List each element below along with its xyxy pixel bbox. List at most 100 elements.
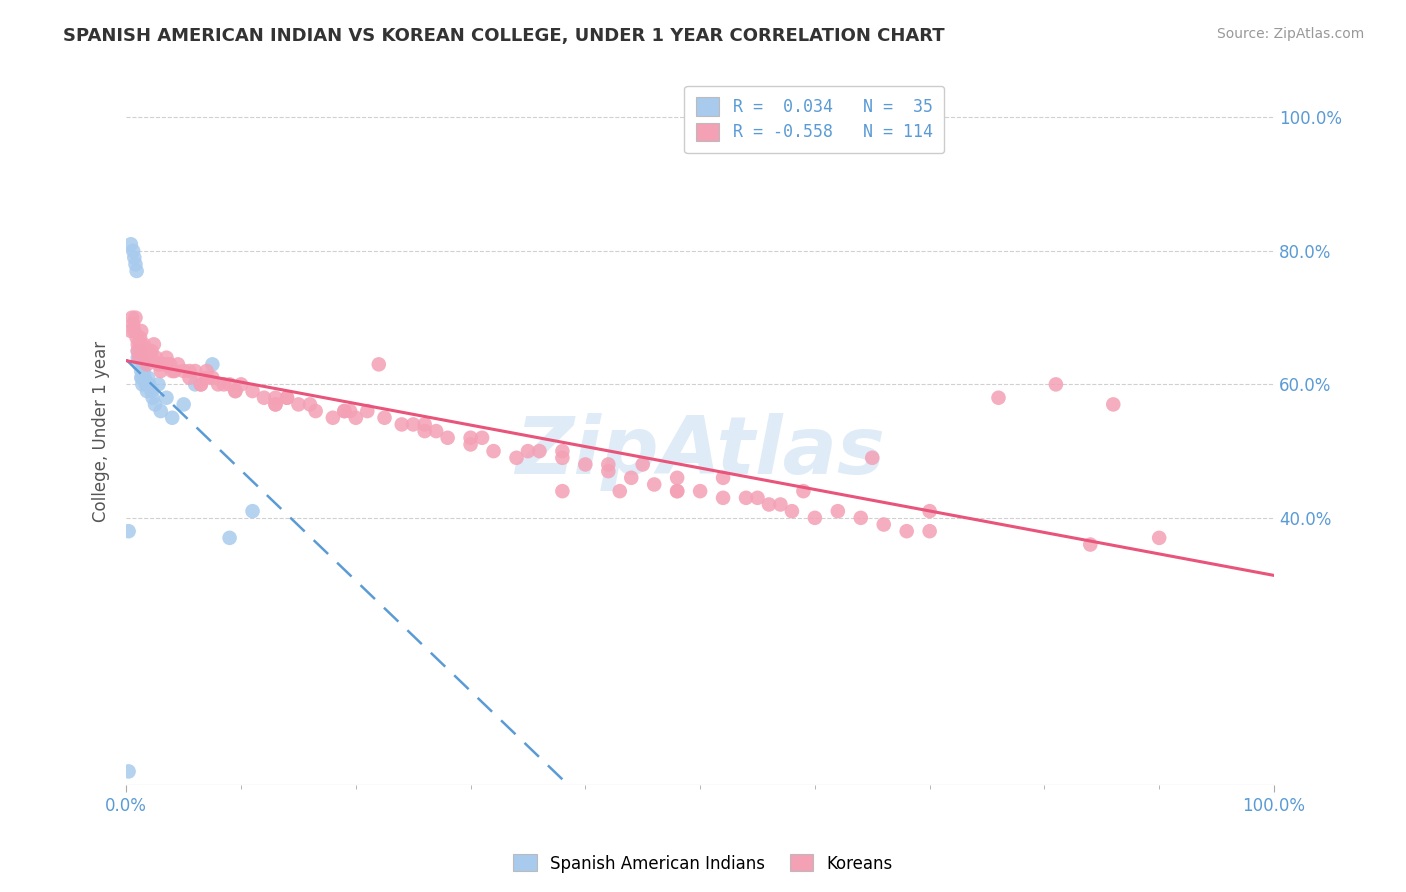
Point bbox=[918, 524, 941, 539]
Point bbox=[129, 351, 152, 365]
Point bbox=[124, 324, 146, 338]
Point bbox=[471, 431, 494, 445]
Point bbox=[143, 397, 166, 411]
Point bbox=[517, 444, 540, 458]
Point bbox=[620, 471, 643, 485]
Point bbox=[413, 424, 436, 438]
Point bbox=[574, 458, 596, 472]
Point bbox=[148, 377, 170, 392]
Point bbox=[155, 351, 177, 365]
Point bbox=[218, 531, 240, 545]
Point bbox=[135, 377, 157, 392]
Point bbox=[131, 377, 153, 392]
Point bbox=[134, 344, 156, 359]
Point bbox=[391, 417, 413, 432]
Point bbox=[264, 391, 287, 405]
Point bbox=[128, 351, 150, 365]
Point bbox=[224, 384, 246, 398]
Point bbox=[129, 337, 152, 351]
Point bbox=[132, 364, 155, 378]
Point bbox=[190, 377, 212, 392]
Point bbox=[167, 357, 190, 371]
Point bbox=[129, 364, 152, 378]
Point bbox=[136, 344, 159, 359]
Point bbox=[482, 444, 505, 458]
Point bbox=[141, 351, 163, 365]
Point bbox=[460, 437, 482, 451]
Point bbox=[367, 357, 389, 371]
Point bbox=[425, 424, 447, 438]
Point bbox=[402, 417, 425, 432]
Point bbox=[163, 364, 186, 378]
Point bbox=[138, 351, 160, 365]
Point bbox=[987, 391, 1010, 405]
Point bbox=[551, 484, 574, 499]
Point bbox=[173, 397, 195, 411]
Point bbox=[201, 370, 224, 384]
Point bbox=[1102, 397, 1125, 411]
Point bbox=[201, 357, 224, 371]
Point bbox=[195, 370, 218, 384]
Point bbox=[666, 484, 689, 499]
Y-axis label: College, Under 1 year: College, Under 1 year bbox=[93, 341, 110, 522]
Point bbox=[160, 364, 183, 378]
Point bbox=[598, 458, 620, 472]
Text: ZipAtlas: ZipAtlas bbox=[515, 413, 884, 491]
Point bbox=[149, 404, 172, 418]
Point bbox=[436, 431, 458, 445]
Point bbox=[276, 391, 298, 405]
Point bbox=[127, 344, 149, 359]
Point bbox=[253, 391, 276, 405]
Point bbox=[127, 337, 149, 351]
Point bbox=[333, 404, 356, 418]
Point bbox=[747, 491, 769, 505]
Point bbox=[120, 324, 142, 338]
Point bbox=[666, 471, 689, 485]
Point bbox=[1045, 377, 1067, 392]
Point bbox=[276, 391, 298, 405]
Point bbox=[896, 524, 918, 539]
Point bbox=[122, 318, 145, 332]
Point bbox=[804, 511, 827, 525]
Point bbox=[224, 384, 246, 398]
Point bbox=[551, 444, 574, 458]
Point bbox=[135, 351, 157, 365]
Point bbox=[551, 450, 574, 465]
Point bbox=[460, 431, 482, 445]
Point bbox=[127, 344, 149, 359]
Point bbox=[121, 310, 143, 325]
Point bbox=[780, 504, 803, 518]
Point bbox=[631, 458, 654, 472]
Point bbox=[735, 491, 758, 505]
Point bbox=[305, 404, 328, 418]
Point bbox=[873, 517, 896, 532]
Point bbox=[124, 310, 146, 325]
Point bbox=[129, 344, 152, 359]
Point bbox=[142, 391, 165, 405]
Point bbox=[827, 504, 849, 518]
Point bbox=[356, 404, 378, 418]
Point bbox=[179, 364, 201, 378]
Point bbox=[129, 331, 152, 345]
Point bbox=[124, 251, 146, 265]
Point bbox=[138, 377, 160, 392]
Point bbox=[229, 377, 252, 392]
Point bbox=[666, 484, 689, 499]
Point bbox=[373, 410, 395, 425]
Point bbox=[322, 410, 344, 425]
Point bbox=[173, 364, 195, 378]
Point bbox=[136, 344, 159, 359]
Legend: R =  0.034   N =  35, R = -0.558   N = 114: R = 0.034 N = 35, R = -0.558 N = 114 bbox=[685, 86, 945, 153]
Point bbox=[689, 484, 711, 499]
Point bbox=[179, 370, 201, 384]
Point bbox=[132, 357, 155, 371]
Point bbox=[918, 504, 941, 518]
Point bbox=[849, 511, 872, 525]
Point bbox=[131, 344, 153, 359]
Point bbox=[529, 444, 551, 458]
Point bbox=[344, 410, 367, 425]
Point bbox=[609, 484, 631, 499]
Point bbox=[184, 377, 207, 392]
Point bbox=[860, 450, 883, 465]
Point bbox=[148, 357, 170, 371]
